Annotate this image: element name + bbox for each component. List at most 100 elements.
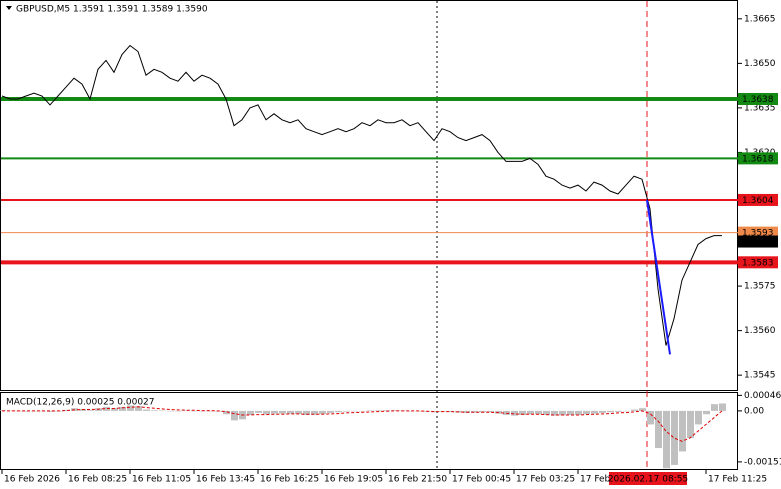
- macd-bar: [695, 410, 702, 425]
- macd-bar: [583, 410, 590, 415]
- x-tick-label: 16 Feb 16:25: [260, 475, 319, 485]
- macd-bar: [431, 410, 438, 413]
- macd-bar: [87, 410, 94, 411]
- level-tag: [738, 256, 778, 269]
- macd-bar: [23, 410, 30, 412]
- macd-bar: [199, 410, 206, 412]
- macd-bar: [287, 410, 294, 414]
- macd-bar: [519, 410, 526, 415]
- x-tick-label: 16 Feb 13:45: [196, 475, 255, 485]
- macd-bar: [487, 410, 494, 413]
- macd-bar: [119, 406, 126, 411]
- macd-bar: [127, 405, 134, 411]
- macd-bar: [47, 410, 54, 412]
- signal-line: [2, 406, 723, 442]
- price-header: GBPUSD,M5 1.3591 1.3591 1.3589 1.3590: [16, 5, 208, 15]
- macd-bar: [719, 403, 726, 411]
- macd-bar: [327, 410, 334, 413]
- y-tick-label: -0.00151: [744, 457, 781, 467]
- macd-bar: [711, 404, 718, 411]
- x-tick-label: 17 Feb 11:25: [708, 475, 767, 485]
- level-tag: [738, 152, 778, 165]
- x-tick-label: 16 Feb 21:50: [388, 475, 447, 485]
- macd-bar: [591, 410, 598, 414]
- macd-bar: [311, 410, 318, 415]
- macd-bar: [631, 409, 638, 411]
- macd-bar: [319, 410, 326, 414]
- macd-bar: [615, 410, 622, 412]
- macd-bar: [375, 410, 382, 411]
- macd-bar: [407, 410, 414, 412]
- x-tick-label: 16 Feb 2026: [4, 475, 60, 485]
- y-tick-label: 1.3650: [744, 59, 776, 69]
- level-tag-label: 1.3618: [742, 154, 774, 164]
- macd-bar: [551, 410, 558, 416]
- cursor-tag: [609, 472, 687, 485]
- macd-bar: [671, 410, 678, 465]
- macd-bar: [303, 410, 310, 415]
- macd-bar: [359, 410, 366, 412]
- y-tick-label: 1.3665: [744, 14, 776, 24]
- macd-bar: [183, 410, 190, 412]
- macd-bar: [279, 410, 286, 414]
- macd-bar: [151, 410, 158, 411]
- macd-bar: [383, 410, 390, 411]
- macd-bar: [367, 410, 374, 412]
- price-panel-frame: [0, 0, 738, 391]
- macd-bar: [295, 410, 302, 414]
- macd-bar: [679, 410, 686, 452]
- macd-bar: [511, 410, 518, 416]
- macd-bar: [527, 410, 534, 415]
- macd-bar: [663, 410, 670, 469]
- macd-bar: [703, 410, 710, 415]
- x-tick-label: 16 Feb 19:05: [324, 475, 383, 485]
- macd-bar: [207, 410, 214, 412]
- macd-bar: [599, 410, 606, 413]
- macd-bar: [159, 410, 166, 412]
- macd-bar: [575, 410, 582, 415]
- macd-bar: [343, 410, 350, 412]
- macd-bar: [135, 406, 142, 411]
- current-price-label: 1.3590: [742, 238, 774, 248]
- level-tag-label: 1.3583: [742, 258, 774, 268]
- macd-bar: [655, 410, 662, 449]
- macd-bar: [447, 410, 454, 412]
- macd-bar: [479, 410, 486, 413]
- level-tag: [738, 92, 778, 105]
- y-tick-label: 0.00: [744, 406, 764, 416]
- macd-bar: [223, 410, 230, 415]
- macd-bar: [335, 410, 342, 413]
- macd-bar: [623, 410, 630, 412]
- current-price-tag: [738, 235, 778, 248]
- macd-bar: [391, 410, 398, 411]
- macd-bar: [647, 410, 654, 425]
- trend-line: [646, 199, 671, 355]
- macd-panel-frame: [0, 392, 738, 470]
- macd-bar: [111, 408, 118, 411]
- price-line: [1, 44, 722, 346]
- y-tick-label: 1.3575: [744, 282, 776, 292]
- macd-bar: [63, 409, 70, 411]
- macd-bar: [271, 410, 278, 414]
- macd-bar: [263, 410, 270, 415]
- cursor-label: 2026.02.17 08:55: [608, 475, 688, 485]
- menu-arrow: [6, 6, 12, 10]
- macd-bar: [247, 410, 254, 415]
- level-tag-label: 1.3638: [742, 95, 774, 105]
- macd-header: MACD(12,26,9) 0.00025 0.00027: [6, 398, 155, 408]
- macd-bar: [471, 410, 478, 413]
- macd-bar: [143, 409, 150, 411]
- level-tag: [738, 193, 778, 206]
- macd-bar: [559, 410, 566, 416]
- macd-bar: [103, 406, 110, 411]
- y-tick-label: 1.3545: [744, 371, 776, 381]
- macd-bar: [567, 410, 574, 415]
- y-tick-label: 0.00046: [744, 391, 781, 401]
- y-tick-label: 1.3635: [744, 103, 776, 113]
- macd-bar: [351, 410, 358, 412]
- macd-bar: [535, 410, 542, 415]
- macd-bar: [191, 410, 198, 412]
- x-tick-label: 16 Feb 11:05: [132, 475, 191, 485]
- macd-bar: [687, 410, 694, 438]
